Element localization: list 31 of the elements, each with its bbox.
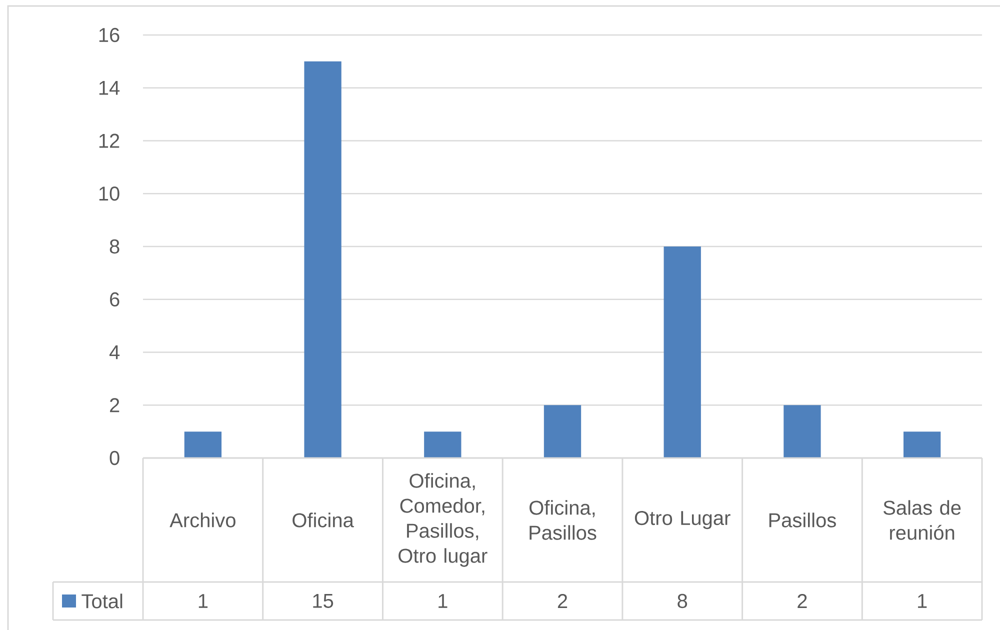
- bar: [184, 432, 222, 458]
- x-tick-label: Archivo: [170, 512, 236, 528]
- x-tick-label: Salas de reunión: [884, 500, 961, 540]
- y-tick-label: 14: [99, 81, 120, 95]
- bar: [304, 61, 342, 458]
- data-label: 1: [918, 594, 927, 608]
- bar: [424, 432, 462, 458]
- y-tick-label: 0: [110, 450, 120, 466]
- bar: [544, 405, 582, 458]
- x-tick-label: Oficina, Pasillos: [530, 500, 596, 540]
- y-tick-label: 8: [110, 239, 120, 254]
- bar: [784, 405, 821, 458]
- y-tick-label: 2: [110, 398, 120, 412]
- bar: [903, 432, 941, 458]
- y-tick-label: 10: [99, 186, 120, 201]
- data-label: 2: [558, 594, 568, 608]
- data-label: 2: [798, 594, 807, 608]
- data-label: 8: [678, 594, 688, 608]
- y-tick-label: 12: [99, 134, 120, 148]
- y-tick-label: 16: [99, 28, 120, 42]
- bar: [664, 246, 701, 458]
- x-tick-label: Otro Lugar: [634, 510, 730, 530]
- x-tick-label: Pasillos: [769, 512, 836, 528]
- data-label: 1: [198, 594, 208, 608]
- data-label: 15: [313, 594, 334, 608]
- data-label: 1: [438, 594, 448, 608]
- x-tick-label: Oficina, Comedor, Pasillos, Otro lugar: [398, 473, 488, 567]
- legend-label: Total: [82, 594, 122, 608]
- x-tick-label: Oficina: [292, 512, 354, 528]
- y-tick-label: 6: [110, 292, 120, 306]
- y-tick-label: 4: [109, 345, 120, 360]
